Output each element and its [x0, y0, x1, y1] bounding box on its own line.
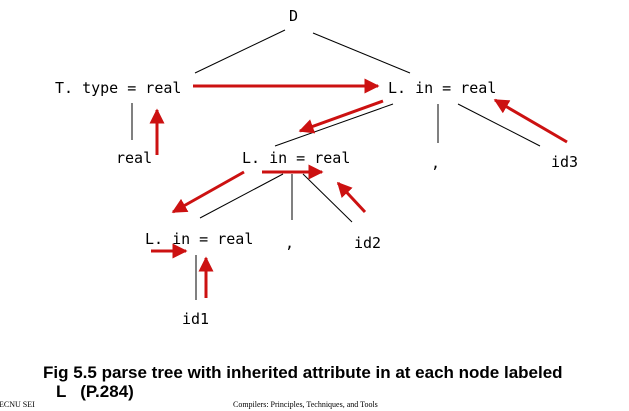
arrow-id2-to-lin-mid: [336, 181, 367, 214]
edge-lin-mid-id2: [302, 173, 353, 223]
footer-book-title: Compilers: Principles, Techniques, and T…: [233, 400, 378, 409]
node-id3: id3: [551, 153, 578, 171]
footer-institution: ECNU SEI: [0, 400, 35, 409]
node-l-in-mid: L. in = real: [242, 149, 350, 167]
node-l-in-bottom: L. in = real: [145, 230, 253, 248]
tree-edges: [131, 29, 541, 300]
parse-tree-diagram: D T. type = real real L. in = real L. in…: [55, 7, 578, 328]
edge-lin-top-lin-mid: [274, 103, 394, 147]
edge-d-ttype: [194, 29, 286, 74]
node-l-in-top: L. in = real: [388, 79, 496, 97]
node-id1: id1: [182, 310, 209, 328]
node-id2: id2: [354, 234, 381, 252]
arrow-lin-top-to-lin-mid: [298, 99, 384, 134]
node-comma-top: ,: [431, 154, 440, 172]
node-t-type: T. type = real: [55, 79, 181, 97]
arrow-id3-to-lin-top: [493, 98, 568, 144]
node-comma-mid: ,: [285, 234, 294, 252]
tree-nodes: D T. type = real real L. in = real L. in…: [55, 7, 578, 328]
edge-lin-mid-lin-bottom: [199, 173, 284, 219]
caption-line-1: Fig 5.5 parse tree with inherited attrib…: [43, 363, 563, 382]
node-root-d: D: [289, 7, 298, 25]
node-real-leaf: real: [116, 149, 152, 167]
caption-line-2: L (P.284): [56, 382, 134, 401]
edge-lin-top-id3: [457, 103, 541, 147]
attribute-arrows: [149, 78, 568, 298]
arrow-lin-mid-to-lin-bottom: [171, 170, 245, 214]
figure-caption: Fig 5.5 parse tree with inherited attrib…: [43, 363, 618, 401]
edge-d-lin-top: [312, 32, 411, 74]
